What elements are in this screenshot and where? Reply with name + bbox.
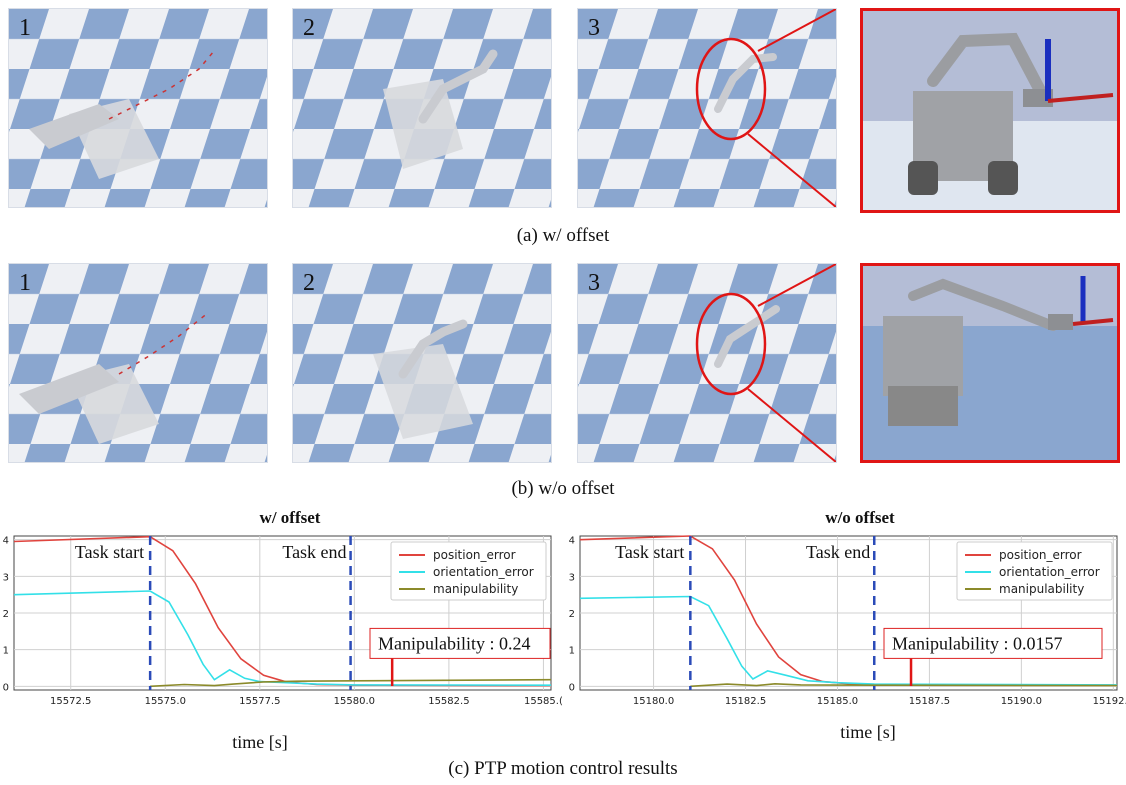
panel-number: 1 (19, 270, 31, 296)
y-tick-label: 3 (569, 572, 575, 583)
panel-number: 2 (303, 15, 315, 41)
series-line-orientation_error (13, 590, 552, 686)
chart-title-left: w/ offset (259, 508, 321, 527)
series-line-manipulability (150, 678, 552, 688)
y-tick-label: 1 (3, 646, 9, 657)
task-start-label: Task start (615, 542, 684, 562)
checkerboard-floor (578, 9, 836, 207)
x-tick-label: 15582.5 (428, 696, 469, 707)
task-start-label: Task start (75, 542, 144, 562)
x-tick-label: 15572.5 (50, 696, 91, 707)
x-tick-label: 15585.( (524, 696, 563, 707)
checkerboard-floor (578, 264, 836, 462)
checkerboard-floor (9, 264, 267, 462)
manipulability-box (369, 627, 551, 659)
legend-label: position_error (433, 548, 516, 562)
checkerboard-floor (293, 264, 551, 462)
legend-label: orientation_error (433, 565, 534, 579)
robot-zoom-render (863, 11, 1117, 210)
legend-label: manipulability (433, 582, 518, 596)
y-tick-label: 3 (3, 572, 9, 583)
panel-number: 3 (588, 270, 600, 296)
x-tick-label: 15185.0 (817, 696, 858, 707)
manipulability-value: Manipulability : 0.0157 (892, 633, 1063, 653)
y-tick-label: 0 (3, 682, 9, 693)
legend-label: position_error (999, 548, 1082, 562)
sim-panel-a3: 3 (577, 8, 837, 208)
chart-svg: 15572.5 15575.0 15577.5 15580.0 15582.5 15585… (3, 535, 563, 707)
series-line-orientation_error (579, 595, 1118, 686)
sim-panel-a1: 1 (8, 8, 268, 208)
sim-panel-b1: 1 (8, 263, 268, 463)
x-axis-label-left: time [s] (232, 732, 288, 752)
checkerboard-floor (293, 9, 551, 207)
x-tick-label: 15575.0 (145, 696, 186, 707)
robot-zoom-render (863, 266, 1117, 460)
x-tick-label: 15580.0 (334, 696, 375, 707)
checkerboard-floor (9, 9, 267, 207)
y-tick-label: 4 (3, 536, 9, 547)
legend (390, 541, 547, 601)
manipulability-box (883, 627, 1103, 659)
chart-left: 15572.5 15575.0 15577.5 15580.0 15582.5 15585… (0, 530, 563, 710)
task-end-label: Task end (806, 542, 870, 562)
chart-right: 15180.0 15182.5 15185.0 15187.5 15190.0 15192… (566, 530, 1126, 710)
zoom-panel-a (860, 8, 1120, 213)
x-tick-label: 15187.5 (909, 696, 950, 707)
y-tick-label: 2 (569, 609, 575, 620)
legend-label: manipulability (999, 582, 1084, 596)
panel-number: 1 (19, 15, 31, 41)
caption-b: (b) w/o offset (511, 478, 615, 499)
caption-a: (a) w/ offset (516, 225, 610, 246)
y-tick-label: 0 (569, 682, 575, 693)
highlight-circle (695, 292, 767, 396)
highlight-circle (695, 37, 767, 141)
x-tick-label: 15180.0 (633, 696, 674, 707)
y-tick-label: 2 (3, 609, 9, 620)
panel-number: 3 (588, 15, 600, 41)
legend (956, 541, 1113, 601)
x-tick-label: 15190.0 (1001, 696, 1042, 707)
chart-title-right: w/o offset (825, 508, 895, 527)
series-line-manipulability (690, 682, 1118, 688)
task-end-label: Task end (282, 542, 346, 562)
panel-number: 2 (303, 270, 315, 296)
x-tick-label: 15192.5 (1093, 696, 1126, 707)
chart-svg: 15180.0 15182.5 15185.0 15187.5 15190.0 15192… (569, 535, 1126, 707)
x-tick-label: 15577.5 (239, 696, 280, 707)
x-axis-label-right: time [s] (840, 722, 896, 742)
legend-label: orientation_error (999, 565, 1100, 579)
manipulability-value: Manipulability : 0.24 (378, 633, 531, 653)
y-tick-label: 1 (569, 646, 575, 657)
sim-panel-a2: 2 (292, 8, 552, 208)
sim-panel-b3: 3 (577, 263, 837, 463)
sim-panel-b2: 2 (292, 263, 552, 463)
zoom-panel-b (860, 263, 1120, 463)
y-tick-label: 4 (569, 536, 575, 547)
x-tick-label: 15182.5 (725, 696, 766, 707)
caption-c: (c) PTP motion control results (448, 758, 678, 779)
